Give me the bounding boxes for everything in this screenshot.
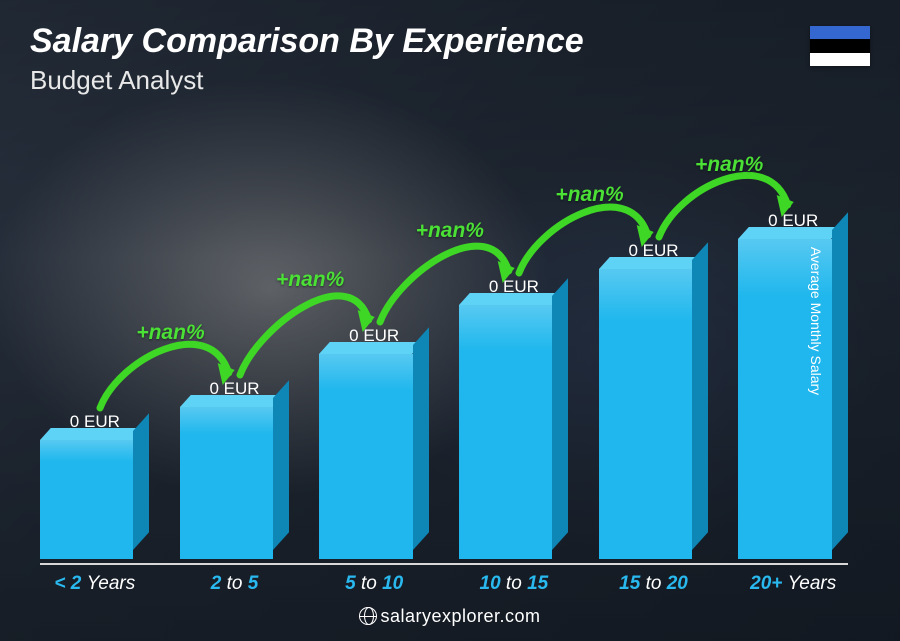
page-title: Salary Comparison By Experience [30,22,870,61]
chart-container: Salary Comparison By Experience Budget A… [0,0,900,641]
bar [319,354,429,559]
bar [599,269,709,559]
x-axis-tick: 5 to 10 [319,573,429,595]
bar-column: 0 EUR [319,326,429,559]
x-axis-tick: < 2 Years [40,573,150,595]
bar-chart: 0 EUR 0 EUR 0 EUR 0 EUR 0 EUR 0 EUR +nan% +nan… [40,100,848,559]
footer: salaryexplorer.com [0,606,900,627]
bar-column: 0 EUR [459,277,569,559]
bar [738,239,848,559]
x-axis-tick: 15 to 20 [599,573,709,595]
x-axis: < 2 Years 2 to 5 5 to 10 10 to 15 15 to 20 20… [40,563,848,595]
x-axis-tick: 2 to 5 [180,573,290,595]
page-subtitle: Budget Analyst [30,65,870,96]
delta-label: +nan% [276,268,344,292]
bar-column: 0 EUR [180,379,290,559]
bar-column: 0 EUR [40,412,150,559]
flag-stripe [810,26,870,39]
bar [459,305,569,559]
delta-label: +nan% [416,219,484,243]
delta-label: +nan% [695,153,763,177]
flag-stripe [810,39,870,52]
flag-stripe [810,53,870,66]
bar [180,407,290,559]
delta-label: +nan% [136,321,204,345]
bar-column: 0 EUR [738,211,848,559]
footer-site: salaryexplorer.com [380,606,540,626]
country-flag-icon [810,26,870,66]
y-axis-label: Average Monthly Salary [808,246,824,394]
bar [40,440,150,559]
bar-column: 0 EUR [599,241,709,559]
x-axis-tick: 10 to 15 [459,573,569,595]
delta-label: +nan% [555,183,623,207]
x-axis-tick: 20+ Years [738,573,848,595]
globe-icon [359,607,377,625]
